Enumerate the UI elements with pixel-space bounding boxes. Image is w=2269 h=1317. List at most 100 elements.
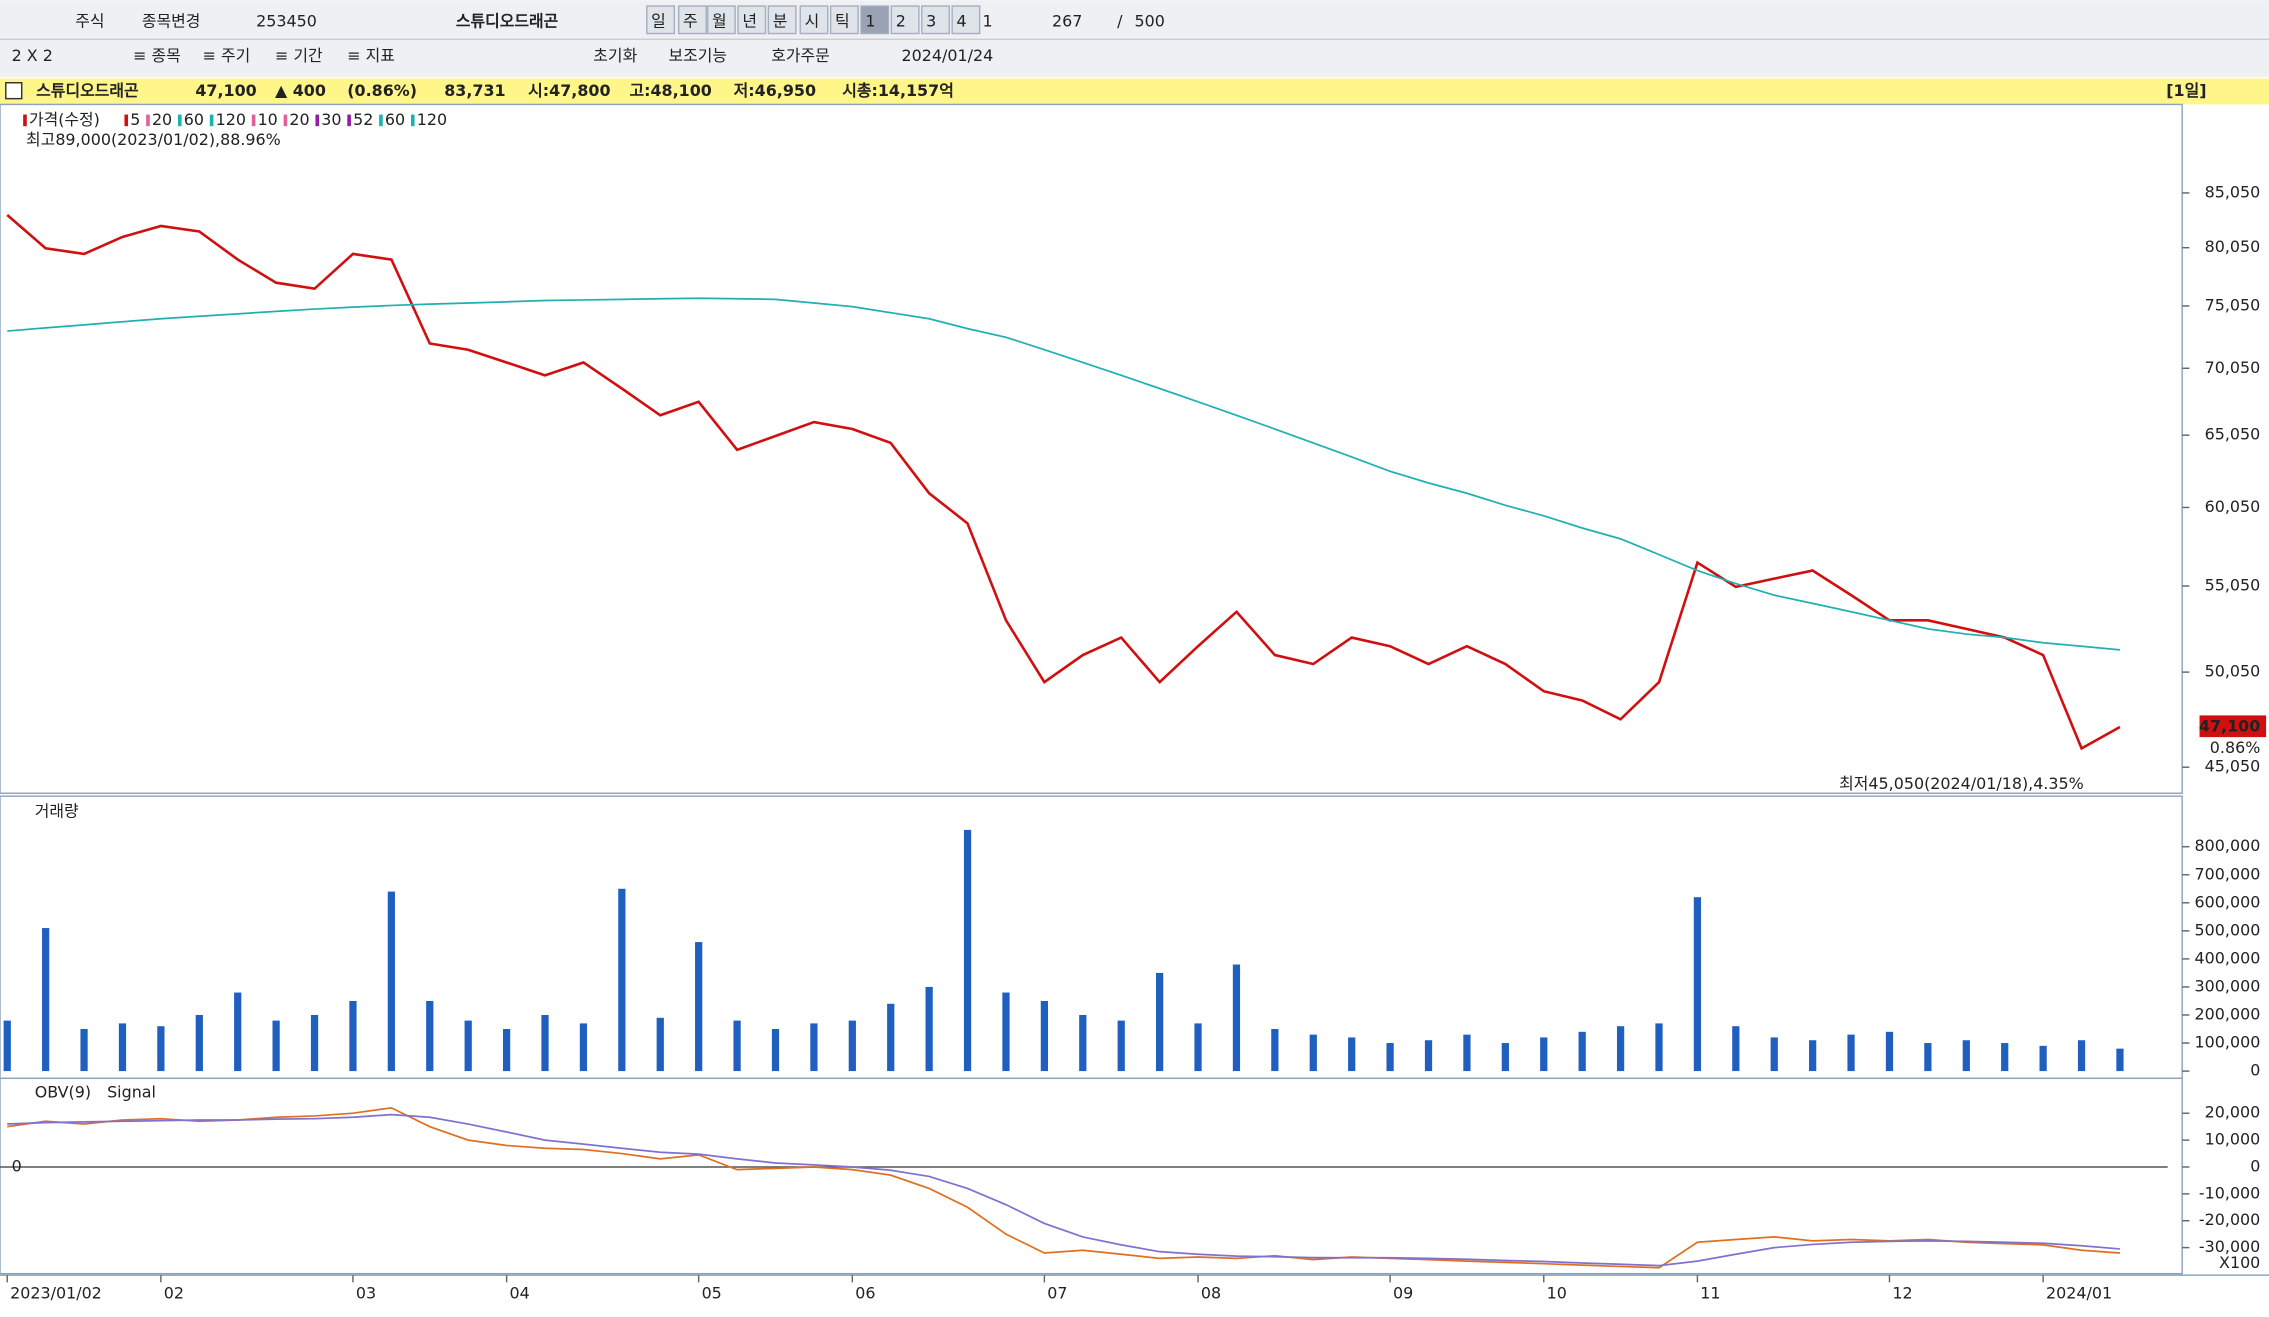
x-tick-label: 11 xyxy=(1700,1283,1720,1302)
toolbar-label[interactable]: 2024/01/24 xyxy=(902,46,994,65)
info-change: ▲ 400 xyxy=(275,81,326,100)
toolbar-label[interactable]: 분 xyxy=(773,11,788,30)
toolbar-label[interactable]: ≡ 지표 xyxy=(347,46,395,65)
toolbar-label[interactable]: ≡ 주기 xyxy=(203,46,251,65)
toolbar-label[interactable]: 1 xyxy=(865,11,875,30)
volume-bar xyxy=(1463,1034,1471,1072)
legend-swatch xyxy=(315,114,320,127)
volume-bar xyxy=(1117,1020,1125,1072)
info-change-pct: (0.86%) xyxy=(347,81,417,100)
volume-bar xyxy=(1693,897,1702,1072)
toolbar-label[interactable]: 일 xyxy=(651,11,666,30)
legend-swatch xyxy=(209,114,214,127)
legend-label: 60 xyxy=(385,110,405,129)
volume-bar xyxy=(656,1017,664,1072)
change-tag-label: 0.86% xyxy=(2210,738,2261,757)
toolbar-label[interactable]: / xyxy=(1117,11,1123,30)
volume-bar xyxy=(1271,1029,1279,1072)
legend-label: 120 xyxy=(216,110,246,129)
volume-bar xyxy=(963,829,972,1072)
y-tick-label: 100,000 xyxy=(2195,1033,2261,1052)
x-tick-label: 09 xyxy=(1393,1283,1413,1302)
toolbar-label[interactable]: 3 xyxy=(926,11,936,30)
toolbar-label[interactable]: 2 xyxy=(896,11,906,30)
toolbar-button[interactable] xyxy=(737,5,767,35)
toolbar-button[interactable] xyxy=(677,5,707,35)
volume-bar xyxy=(387,891,395,1072)
toolbar-label[interactable]: 500 xyxy=(1135,11,1165,30)
y-tick-label: 800,000 xyxy=(2195,836,2261,855)
toolbar-label[interactable]: 시 xyxy=(805,11,820,30)
volume-bar xyxy=(579,1023,588,1072)
toolbar-label[interactable]: 년 xyxy=(742,11,757,30)
legend-label: 52 xyxy=(353,110,373,129)
volume-bar xyxy=(1194,1023,1202,1072)
toolbar-label[interactable]: 2 X 2 xyxy=(12,46,53,65)
y-tick-label: 10,000 xyxy=(2205,1130,2261,1149)
toolbar-button[interactable] xyxy=(921,5,950,35)
volume-bar xyxy=(1962,1040,1970,1072)
toolbar-button[interactable] xyxy=(646,5,676,35)
toolbar-label[interactable]: 호가주문 xyxy=(771,46,830,65)
toolbar-label[interactable]: ≡ 기간 xyxy=(275,46,323,65)
y-tick-label: 65,050 xyxy=(2205,425,2261,444)
legend-swatch xyxy=(251,114,256,127)
toolbar-label[interactable]: 1 xyxy=(983,11,993,30)
toolbar-button[interactable] xyxy=(890,5,920,35)
volume-bar xyxy=(2077,1040,2086,1072)
y-tick-label: 20,000 xyxy=(2205,1103,2261,1122)
legend-label: 30 xyxy=(321,110,341,129)
volume-bar xyxy=(80,1029,88,1072)
volume-bar xyxy=(2039,1045,2047,1072)
toolbar-label[interactable]: ≡ 종목 xyxy=(133,46,181,65)
x-tick-label: 07 xyxy=(1047,1283,1067,1302)
toolbar-label[interactable]: 267 xyxy=(1052,11,1082,30)
toolbar-button[interactable] xyxy=(951,5,981,35)
toolbar-button[interactable] xyxy=(767,5,797,35)
toolbar-label[interactable]: 틱 xyxy=(835,11,850,30)
x-tick-label: 2024/01 xyxy=(2046,1283,2112,1302)
volume-bar xyxy=(1885,1031,1894,1072)
volume-panel xyxy=(0,795,2183,1080)
volume-bar xyxy=(1732,1026,1740,1072)
unit-label: X100 xyxy=(2219,1253,2260,1272)
y-tick-label: 0 xyxy=(2250,1061,2260,1080)
toolbar-label[interactable]: 초기화 xyxy=(593,46,637,65)
volume-bar xyxy=(1002,992,1010,1072)
x-tick-label: 10 xyxy=(1547,1283,1567,1302)
toolbar-label[interactable]: 월 xyxy=(712,11,727,30)
info-volume: 83,731 xyxy=(444,81,505,100)
toolbar-button[interactable] xyxy=(829,5,859,35)
toolbar-button[interactable] xyxy=(860,5,890,35)
toolbar-label[interactable]: 주 xyxy=(683,11,698,30)
series-line xyxy=(7,1113,2121,1267)
volume-bar xyxy=(1809,1040,1817,1072)
toolbar-label[interactable]: 253450 xyxy=(256,11,317,30)
y-tick-label: 75,050 xyxy=(2205,295,2261,314)
volume-bar xyxy=(426,1000,434,1072)
checkbox[interactable] xyxy=(5,82,23,100)
toolbar-label[interactable]: 4 xyxy=(957,11,967,30)
toolbar-label[interactable]: 주식 xyxy=(75,11,104,30)
y-tick-label: 50,050 xyxy=(2205,662,2261,681)
x-tick-label: 08 xyxy=(1201,1283,1221,1302)
y-tick-label: 85,050 xyxy=(2205,182,2261,201)
volume-bar xyxy=(195,1014,203,1072)
volume-bar xyxy=(502,1029,511,1072)
toolbar-label[interactable]: 스튜디오드래곤 xyxy=(456,11,559,30)
series-line xyxy=(7,1106,2121,1269)
obv-panel xyxy=(0,1077,2183,1275)
toolbar-label[interactable]: 종목변경 xyxy=(142,11,201,30)
zero-label: 0 xyxy=(12,1156,22,1175)
toolbar-button[interactable] xyxy=(799,5,829,35)
volume-bar xyxy=(925,986,933,1072)
y-tick-label: 70,050 xyxy=(2205,358,2261,377)
toolbar-label[interactable]: 보조기능 xyxy=(669,46,728,65)
toolbar-button[interactable] xyxy=(706,5,736,35)
y-tick-label: 700,000 xyxy=(2195,864,2261,883)
x-tick-label: 2023/01/02 xyxy=(10,1283,102,1302)
x-tick-label: 04 xyxy=(509,1283,529,1302)
legend-swatch xyxy=(124,114,129,127)
legend-swatch xyxy=(283,114,288,127)
